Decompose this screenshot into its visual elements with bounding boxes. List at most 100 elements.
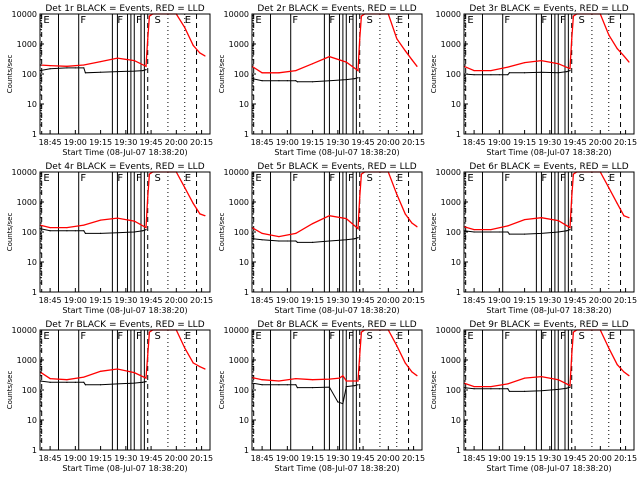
- y-tick-label: 100: [446, 386, 461, 395]
- annotation-label: E: [185, 173, 191, 184]
- annotation-label: S: [578, 173, 584, 184]
- events-data-point: [145, 229, 147, 231]
- panel-title: Det 6r BLACK = Events, RED = LLD: [469, 162, 628, 172]
- lld-data-point: [523, 61, 526, 64]
- lld-data-point: [396, 345, 398, 347]
- events-data-point: [99, 232, 102, 234]
- lld-data-point: [311, 223, 314, 225]
- events-data-point: [507, 388, 509, 390]
- events-data-point: [540, 390, 543, 392]
- annotation-label: S: [154, 331, 160, 342]
- y-tick-label: 1: [456, 446, 461, 455]
- lld-data-point: [557, 63, 559, 65]
- x-tick-label: 18:45: [39, 296, 62, 305]
- lld-data-point: [608, 34, 610, 36]
- annotation-label: F: [136, 331, 142, 342]
- lld-data-point: [396, 193, 398, 195]
- events-data-point: [142, 69, 144, 72]
- lld-data-point: [523, 377, 526, 379]
- y-tick-label: 10000: [224, 326, 249, 335]
- events-series-line: [251, 237, 359, 243]
- events-data-point: [83, 67, 85, 69]
- annotation-label: F: [292, 331, 298, 342]
- lld-data-point: [616, 364, 618, 366]
- events-series-line: [39, 380, 147, 386]
- x-tick-label: 19:30: [538, 296, 561, 305]
- x-tick-label: 20:15: [402, 454, 425, 463]
- x-tick-label: 19:30: [326, 296, 349, 305]
- x-tick-label: 19:30: [326, 138, 349, 147]
- annotation-label: F: [80, 331, 86, 342]
- lld-data-point: [628, 375, 630, 377]
- annotation-label: F: [292, 173, 298, 184]
- x-axis-label: Start Time (08-Jul-07 18:38:20): [274, 306, 399, 315]
- x-tick-label: 18:45: [463, 138, 486, 147]
- events-data-point: [296, 241, 299, 244]
- annotation-label: E: [467, 331, 473, 342]
- events-data-point: [473, 388, 475, 390]
- annotation-label: F: [560, 15, 566, 26]
- annotation-label: F: [117, 173, 123, 184]
- annotation-label: E: [185, 331, 191, 342]
- y-tick-label: 10000: [436, 10, 461, 19]
- events-data-point: [49, 230, 51, 232]
- lld-data-point: [571, 197, 573, 199]
- lld-data-point: [192, 362, 194, 364]
- panel-title: Det 4r BLACK = Events, RED = LLD: [45, 162, 204, 172]
- lld-data-point: [204, 55, 206, 57]
- lld-data-point: [99, 60, 102, 63]
- events-data-point: [328, 386, 331, 388]
- x-tick-label: 20:15: [402, 296, 425, 305]
- x-tick-label: 19:30: [538, 454, 561, 463]
- x-tick-label: 19:45: [564, 454, 587, 463]
- x-tick-label: 20:00: [589, 454, 612, 463]
- lld-data-point: [623, 371, 625, 373]
- lld-data-point: [192, 202, 194, 204]
- x-axis-label: Start Time (08-Jul-07 18:38:20): [274, 464, 399, 473]
- events-data-point: [345, 239, 347, 241]
- y-tick-label: 1: [32, 288, 37, 297]
- annotation-label: F: [292, 15, 298, 26]
- events-data-point: [74, 230, 76, 232]
- lld-data-point: [416, 226, 418, 228]
- lld-data-point: [490, 69, 492, 72]
- lld-data-point: [360, 331, 363, 333]
- events-data-point: [83, 230, 85, 232]
- lld-data-point: [357, 380, 359, 382]
- annotation-label: E: [397, 173, 403, 184]
- lld-data-point: [608, 187, 610, 189]
- annotation-label: E: [609, 173, 615, 184]
- annotation-label: F: [136, 173, 142, 184]
- x-tick-label: 19:30: [114, 454, 137, 463]
- events-data-point: [99, 384, 102, 386]
- events-data-point: [83, 381, 85, 383]
- events-data-point: [99, 71, 102, 73]
- lld-data-point: [66, 65, 68, 67]
- lld-data-point: [507, 225, 509, 227]
- annotation-label: E: [255, 331, 261, 342]
- events-data-point: [278, 384, 280, 386]
- annotation-label: F: [504, 173, 510, 184]
- events-data-point: [142, 230, 144, 232]
- annotation-label: S: [366, 15, 372, 26]
- annotation-label: E: [467, 15, 473, 26]
- y-tick-label: 10: [239, 416, 249, 425]
- y-tick-label: 1: [244, 130, 249, 139]
- lld-data-point: [278, 236, 280, 238]
- panel-title: Det 9r BLACK = Events, RED = LLD: [469, 320, 628, 330]
- x-tick-label: 19:15: [513, 296, 536, 305]
- x-tick-label: 20:00: [377, 138, 400, 147]
- x-tick-label: 19:30: [538, 138, 561, 147]
- x-tick-label: 19:00: [488, 454, 511, 463]
- lld-data-point: [572, 331, 575, 333]
- y-tick-label: 1000: [229, 356, 249, 365]
- annotation-label: E: [255, 15, 261, 26]
- x-tick-label: 19:30: [114, 296, 137, 305]
- events-data-point: [357, 384, 359, 386]
- lld-data-point: [342, 375, 344, 377]
- events-data-point: [345, 385, 347, 388]
- annotation-label: F: [348, 173, 354, 184]
- x-tick-label: 19:15: [301, 138, 324, 147]
- events-data-point: [261, 384, 263, 386]
